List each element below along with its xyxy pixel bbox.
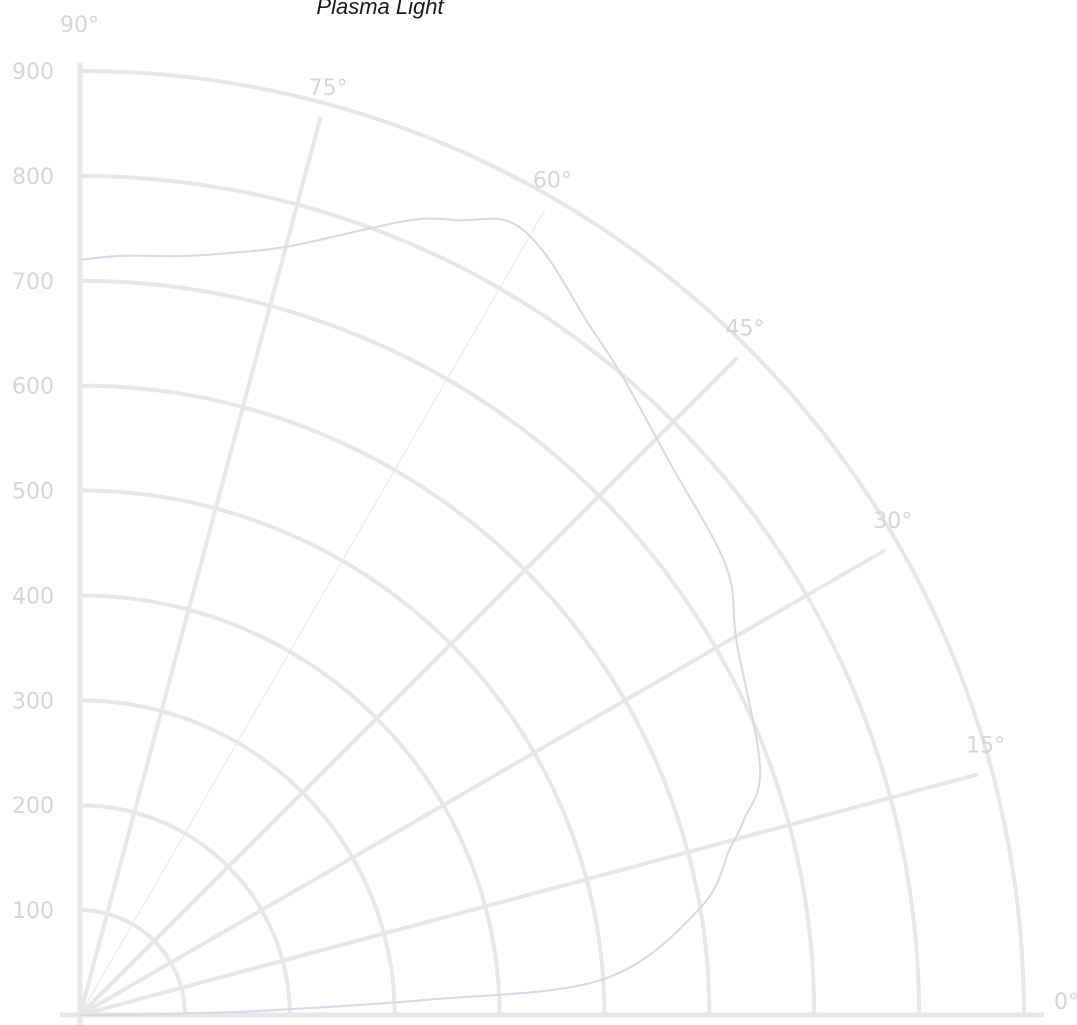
grid-spoke	[79, 772, 979, 1017]
grid-spoke	[78, 116, 323, 1016]
chart-title: Plasma Light	[316, 0, 444, 19]
grid-circle	[79, 69, 1026, 1016]
radial-tick-label: 600	[12, 375, 54, 400]
radial-tick-label: 800	[12, 165, 54, 190]
grid-spoke	[79, 209, 546, 1016]
radial-tick-label: 300	[12, 689, 54, 714]
angle-tick-labels: 0° 15° 30° 45° 60° 75° 90°	[60, 13, 1077, 1015]
series-group	[79, 217, 762, 1016]
grid-spoke	[79, 548, 887, 1017]
grid-spoke	[78, 356, 739, 1017]
radial-tick-label: 900	[12, 60, 54, 85]
radial-tick-label: 700	[12, 270, 54, 295]
radial-tick-label: 100	[12, 899, 54, 924]
angle-tick-label: 75°	[309, 76, 348, 101]
angle-tick-label: 0°	[1054, 990, 1077, 1015]
radial-tick-labels: 100 200 300 400 500 600 700 800 900	[12, 60, 54, 924]
angle-tick-label: 90°	[60, 13, 99, 38]
angle-tick-label: 15°	[966, 733, 1005, 758]
series-line	[79, 217, 762, 1016]
radial-tick-label: 500	[12, 480, 54, 505]
radial-tick-label: 400	[12, 584, 54, 609]
angular-grid	[78, 116, 979, 1017]
radial-tick-label: 200	[12, 794, 54, 819]
angle-tick-label: 30°	[873, 509, 912, 534]
angle-tick-label: 60°	[533, 169, 572, 194]
angle-tick-label: 45°	[725, 317, 764, 342]
axes	[60, 63, 1044, 1025]
